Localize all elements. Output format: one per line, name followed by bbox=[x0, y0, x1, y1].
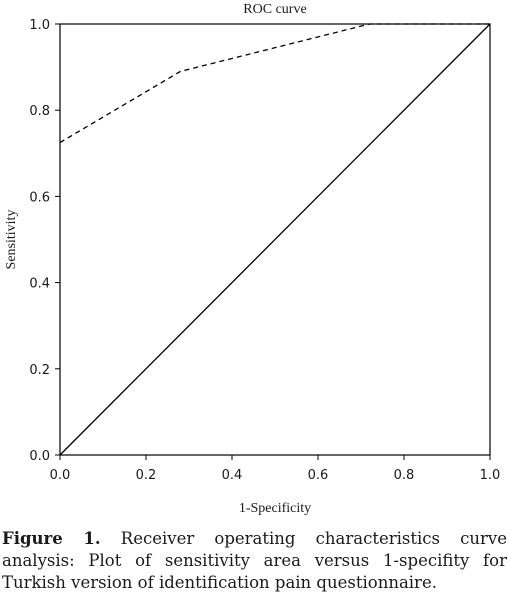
x-axis-title: 1-Specificity bbox=[239, 501, 311, 516]
figure-caption: Figure 1. Receiver operating characteris… bbox=[2, 528, 507, 594]
figure-label: Figure 1. bbox=[2, 529, 101, 548]
plot-frame bbox=[59, 23, 491, 456]
y-tick-label: 1.0 bbox=[29, 18, 50, 33]
plot-marks bbox=[59, 23, 491, 456]
roc-curve-line bbox=[59, 23, 490, 144]
x-axis-ticks: 0.0 0.2 0.4 0.6 0.8 1.0 bbox=[50, 455, 501, 483]
x-tick-label: 0.4 bbox=[222, 468, 243, 483]
x-tick-label: 0.6 bbox=[308, 468, 329, 483]
chart-title: ROC curve bbox=[243, 2, 306, 17]
y-tick-label: 0.4 bbox=[29, 277, 50, 292]
y-tick-label: 0.6 bbox=[29, 190, 50, 205]
x-tick-label: 0.2 bbox=[136, 468, 157, 483]
y-tick-label: 0.2 bbox=[29, 363, 50, 378]
caption-text: Receiver operating characteristics curve… bbox=[2, 529, 507, 592]
y-axis-title: Sensitivity bbox=[4, 210, 19, 270]
reference-diagonal-line bbox=[59, 23, 491, 456]
x-tick-label: 0.8 bbox=[394, 468, 415, 483]
y-tick-label: 0.0 bbox=[29, 449, 50, 464]
roc-chart: 0.0 0.2 0.4 0.6 0.8 1.0 0.0 0.2 0.4 0.6 0.8 1.0 RO… bbox=[4, 2, 501, 516]
y-tick-label: 0.8 bbox=[29, 104, 50, 119]
x-tick-label: 0.0 bbox=[50, 468, 71, 483]
x-tick-label: 1.0 bbox=[480, 468, 501, 483]
y-axis-ticks: 0.0 0.2 0.4 0.6 0.8 1.0 bbox=[29, 18, 60, 464]
